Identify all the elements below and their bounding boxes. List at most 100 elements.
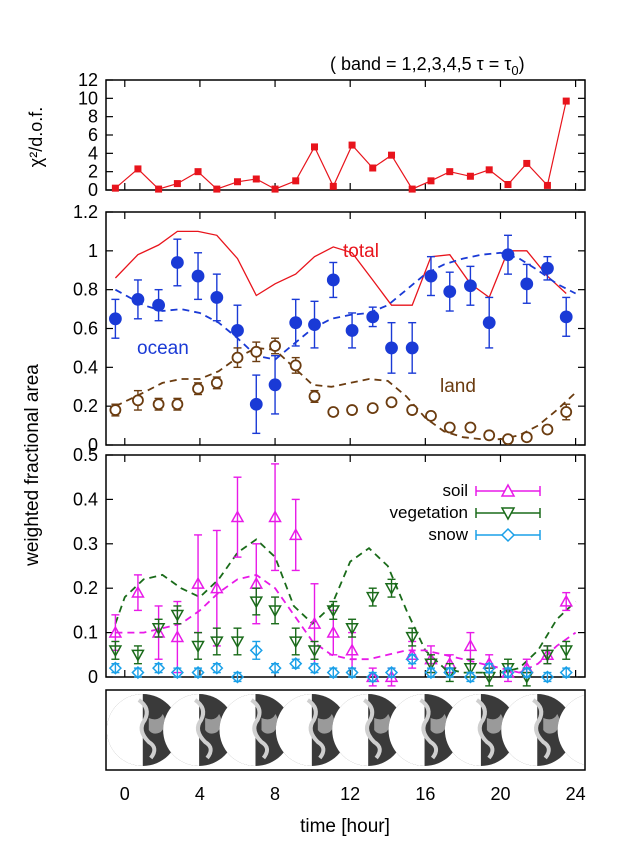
- series-chi2-point: [466, 172, 474, 180]
- globe-night-side: [444, 694, 481, 766]
- series-chi2-point: [504, 181, 512, 188]
- series-snow-point: [559, 665, 573, 680]
- series-land-point: [308, 390, 321, 403]
- x-axis-label: time [hour]: [300, 816, 390, 837]
- panel-components-ytick-label: 1: [88, 241, 98, 261]
- panel-surfaces-yticks: 0 0.1 0.2 0.3 0.4 0.5: [73, 445, 585, 687]
- series-chi2-point: [155, 185, 163, 193]
- panel-surfaces-marks: [108, 463, 577, 687]
- x-tick-label: 4: [195, 784, 205, 804]
- series-land-point: [406, 404, 419, 416]
- series-land-point: [269, 340, 281, 352]
- globe-continent: [137, 698, 157, 760]
- series-snow-point: [210, 661, 224, 675]
- series-ocean-point: [268, 378, 282, 392]
- series-chi2-point: [173, 180, 181, 188]
- globe-image: [275, 694, 348, 766]
- series-ocean-point: [308, 318, 321, 332]
- series-vegetation-point: [559, 645, 573, 658]
- series-land-point: [132, 394, 144, 407]
- series-soil-point: [463, 638, 478, 652]
- panel-surfaces: 0 0.1 0.2 0.3 0.4 0.5 soil vegetation snow: [73, 445, 586, 687]
- series-soil-point: [191, 576, 205, 589]
- globe-image: [388, 694, 461, 766]
- series-ocean-point: [385, 341, 398, 355]
- globe-continent: [419, 698, 439, 760]
- globe-strip: 0 4 8 12 16 20 24 time [hour]: [105, 689, 586, 837]
- series-snow-point: [345, 665, 359, 680]
- x-tick-label: 20: [490, 784, 510, 804]
- series-vegetation-point: [210, 636, 224, 649]
- series-ocean-point: [405, 341, 419, 355]
- series-ocean-point: [482, 316, 496, 330]
- legend-label-snow: snow: [428, 525, 468, 544]
- series-land-point: [541, 423, 554, 436]
- series-vegetation-point: [326, 605, 341, 618]
- series-ocean-point: [131, 292, 145, 306]
- series-land-point: [464, 421, 477, 434]
- series-chi2-point: [408, 185, 416, 193]
- globe-continent: [532, 698, 551, 760]
- panel-chi2-ylabel: χ²/d.o.f.: [26, 107, 46, 167]
- x-tick-label: 24: [566, 784, 586, 804]
- panel-surfaces-ytick-label: 0.3: [73, 534, 98, 554]
- series-snow-point: [108, 661, 122, 675]
- series-snow-point: [540, 670, 554, 684]
- series-chi2-point: [213, 185, 221, 193]
- globe-strip-frame: [105, 689, 586, 771]
- series-vegetation-point: [307, 645, 322, 658]
- legend-label-vegetation: vegetation: [390, 503, 468, 522]
- series-snow-point: [307, 661, 322, 675]
- globe-continent: [486, 714, 504, 734]
- series-soil-point: [307, 616, 322, 629]
- header-note: ( band = 1,2,3,4,5 τ = τ0): [330, 54, 525, 78]
- series-land-point: [443, 421, 456, 434]
- globe-images: [107, 694, 584, 766]
- series-ocean-point: [191, 269, 205, 283]
- series-snow-point: [268, 661, 282, 675]
- panel-components-marks: [108, 230, 577, 446]
- series-snow-point: [424, 665, 438, 680]
- panel-components-ytick-label: 0.6: [73, 319, 98, 339]
- series-land-point: [109, 404, 122, 416]
- globe-image: [107, 694, 179, 766]
- globe-image: [332, 694, 405, 766]
- series-chi2-point: [311, 143, 319, 151]
- legend-label-soil: soil: [442, 481, 468, 500]
- series-ocean-fit: [114, 251, 577, 361]
- series-ocean-point: [326, 273, 340, 287]
- series-ocean-point: [464, 279, 477, 293]
- series-ocean-point: [152, 298, 165, 312]
- series-vegetation-point: [170, 609, 185, 622]
- panel-components-xticks: [124, 212, 577, 445]
- globe-night-side: [275, 694, 312, 766]
- panel-chi2-ytick-label: 6: [88, 125, 98, 145]
- panel-components-ytick-label: 0.2: [73, 396, 98, 416]
- globe-night-side: [388, 694, 425, 766]
- series-snow-point: [463, 670, 477, 684]
- globe-continent: [205, 714, 222, 734]
- legend: soil vegetation snow: [390, 481, 541, 544]
- panel-chi2-ytick-label: 4: [88, 143, 98, 163]
- series-soil-point: [230, 510, 245, 523]
- series-ocean-point: [366, 310, 380, 324]
- series-ocean-point: [210, 291, 224, 304]
- globe-image: [219, 694, 292, 766]
- x-tick-label: 16: [415, 784, 435, 804]
- series-vegetation-point: [108, 645, 123, 658]
- series-land-point: [366, 402, 379, 415]
- series-land-point: [385, 396, 398, 409]
- series-ocean-point: [249, 397, 263, 411]
- series-vegetation-point: [384, 583, 399, 596]
- series-chi2-point: [427, 177, 435, 185]
- panel-components-ytick-label: 0: [88, 435, 98, 455]
- series-ocean-point: [108, 312, 122, 326]
- globe-continent: [250, 698, 269, 760]
- series-soil-point: [345, 643, 359, 656]
- annotation-land: land: [440, 376, 476, 397]
- globe-night-side: [501, 694, 538, 766]
- series-chi2-point: [562, 97, 570, 105]
- panel-chi2-ytick-label: 2: [88, 162, 98, 182]
- series-land-point: [250, 345, 263, 358]
